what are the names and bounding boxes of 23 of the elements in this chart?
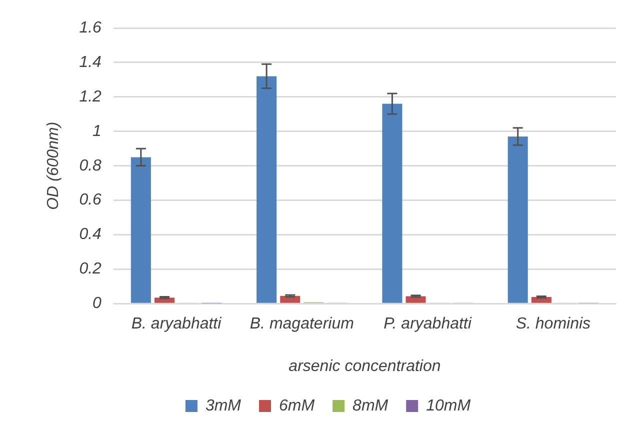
legend-label: 8mM — [352, 397, 389, 414]
x-tick-label: P. aryabhatti — [384, 316, 472, 333]
y-tick-label: 1.6 — [79, 19, 102, 36]
legend-label: 6mM — [278, 397, 316, 414]
x-tick-label: B. magaterium — [250, 316, 354, 333]
y-tick-label: 1.2 — [79, 88, 102, 106]
x-axis-title: arsenic concentration — [288, 358, 441, 375]
legend-label: 3mM — [205, 397, 242, 414]
y-tick-label: 0.2 — [79, 260, 102, 278]
y-tick-label: 0.8 — [79, 157, 102, 174]
x-tick-label: S. hominis — [516, 316, 591, 333]
y-tick-label: 0.6 — [79, 192, 102, 209]
bar — [130, 157, 151, 303]
y-tick-label: 1 — [92, 122, 102, 140]
bar — [256, 76, 277, 303]
legend-label: 10mM — [426, 397, 472, 414]
bar — [508, 136, 528, 303]
y-tick-label: 0.4 — [79, 226, 102, 244]
y-axis-title: OD (600nm) — [45, 122, 62, 210]
y-tick-label: 1.4 — [79, 54, 102, 71]
bar — [382, 104, 402, 303]
y-tick-label: 0 — [92, 295, 102, 312]
x-tick-label: B. aryabhatti — [131, 316, 222, 333]
